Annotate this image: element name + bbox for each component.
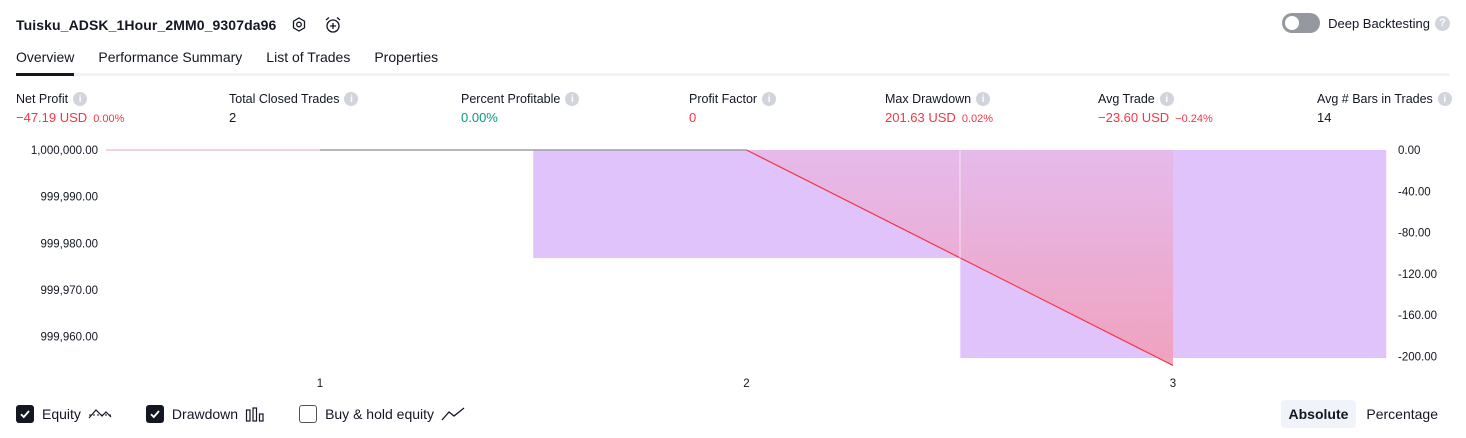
- metric-net-profit: Net Profit i −47.19 USD 0.00%: [16, 92, 124, 125]
- metric-label: Max Drawdown: [885, 92, 972, 106]
- tab-bar: Overview Performance Summary List of Tra…: [16, 44, 1450, 76]
- metric-profit-factor: Profit Factor i 0: [689, 92, 777, 125]
- info-icon[interactable]: i: [73, 92, 88, 106]
- metric-label: Total Closed Trades: [229, 92, 340, 106]
- metric-value: 201.63 USD: [885, 110, 956, 125]
- metric-value: 2: [229, 110, 237, 125]
- metric-label: Avg Trade: [1098, 92, 1155, 106]
- value-mode-switch: Absolute Percentage: [1280, 400, 1447, 428]
- left-axis-tick-label: 999,960.00: [40, 332, 98, 344]
- tab-performance-summary[interactable]: Performance Summary: [98, 49, 243, 65]
- info-icon[interactable]: i: [1437, 92, 1452, 106]
- left-axis-tick-label: 999,990.00: [40, 192, 98, 204]
- legend-drawdown[interactable]: Drawdown: [145, 405, 265, 423]
- tab-list-of-trades[interactable]: List of Trades: [266, 49, 351, 65]
- checkbox-checked-icon[interactable]: [16, 405, 34, 423]
- strategy-title: Tuisku_ADSK_1Hour_2MM0_9307da96: [16, 17, 277, 33]
- right-axis-tick-label: -160.00: [1398, 310, 1437, 322]
- legend-label: Buy & hold equity: [325, 406, 435, 422]
- equity-line-icon: [88, 406, 112, 422]
- metric-percent: −0.24%: [1175, 113, 1213, 125]
- right-axis-tick-label: -80.00: [1398, 228, 1431, 240]
- x-axis: 1 2 3: [317, 378, 1176, 390]
- legend-label: Drawdown: [171, 406, 239, 422]
- deep-backtesting-toggle[interactable]: [1282, 13, 1321, 33]
- info-icon[interactable]: i: [976, 92, 991, 106]
- x-axis-tick-label: 3: [1170, 378, 1176, 390]
- checkbox-unchecked-icon[interactable]: [299, 405, 318, 423]
- metric-percent: 0.00%: [93, 113, 125, 125]
- equity-series: [106, 149, 1174, 366]
- mode-absolute-button[interactable]: Absolute: [1280, 400, 1357, 428]
- metric-value: 14: [1317, 110, 1332, 125]
- metric-percent: 0.02%: [961, 113, 994, 125]
- gear-icon[interactable]: [288, 14, 310, 36]
- metric-label: Profit Factor: [689, 92, 758, 106]
- buy-hold-line-icon: [441, 406, 465, 422]
- tab-overview[interactable]: Overview: [16, 44, 75, 76]
- mode-percentage-button[interactable]: Percentage: [1366, 406, 1438, 422]
- x-axis-tick-label: 1: [317, 378, 323, 390]
- chart-legend: Equity Drawdown Buy & hold equity: [16, 402, 499, 426]
- info-icon[interactable]: i: [1159, 92, 1174, 106]
- metric-value: 0: [689, 110, 697, 125]
- right-axis-tick-label: -120.00: [1398, 269, 1437, 281]
- legend-label: Equity: [42, 406, 81, 422]
- left-axis: 1,000,000.00 999,990.00 999,980.00 999,970.…: [31, 145, 98, 344]
- metric-label: Percent Profitable: [461, 92, 561, 106]
- metric-max-drawdown: Max Drawdown i 201.63 USD 0.02%: [885, 92, 993, 125]
- right-axis: 0.00 -40.00 -80.00 -120.00 -160.00 -200.00: [1398, 145, 1437, 363]
- x-axis-tick-label: 2: [743, 378, 749, 390]
- info-icon[interactable]: i: [344, 92, 359, 106]
- metric-percent-profitable: Percent Profitable i 0.00%: [461, 92, 580, 125]
- alarm-clock-plus-icon[interactable]: [322, 14, 344, 36]
- deep-backtesting: Deep Backtesting ?: [1282, 13, 1450, 33]
- metric-value: 0.00%: [461, 110, 498, 125]
- metric-value: −23.60 USD: [1098, 110, 1170, 125]
- info-icon[interactable]: i: [565, 92, 580, 106]
- question-icon[interactable]: ?: [1435, 15, 1450, 31]
- strategy-header: Tuisku_ADSK_1Hour_2MM0_9307da96: [16, 12, 344, 38]
- deep-backtesting-label: Deep Backtesting: [1328, 15, 1430, 31]
- metric-total-closed-trades: Total Closed Trades i 2: [229, 92, 359, 125]
- legend-buy-hold-equity[interactable]: Buy & hold equity: [299, 405, 465, 423]
- metric-label: Net Profit: [16, 92, 69, 106]
- checkbox-checked-icon[interactable]: [145, 405, 164, 423]
- right-axis-tick-label: -200.00: [1398, 351, 1437, 363]
- metric-value: −47.19 USD: [16, 110, 88, 125]
- equity-drawdown-chart[interactable]: 1,000,000.00 999,990.00 999,980.00 999,970.…: [0, 140, 1466, 396]
- metric-avg-trade: Avg Trade i −23.60 USD −0.24%: [1098, 92, 1213, 125]
- right-axis-tick-label: 0.00: [1398, 145, 1420, 157]
- metrics-row: Net Profit i −47.19 USD 0.00% Total Closed…: [0, 92, 1466, 132]
- legend-equity[interactable]: Equity: [16, 405, 112, 423]
- metric-label: Avg # Bars in Trades: [1317, 92, 1433, 106]
- left-axis-tick-label: 999,970.00: [40, 285, 98, 297]
- left-axis-tick-label: 999,980.00: [40, 238, 98, 250]
- drawdown-bars-icon: [245, 406, 265, 422]
- info-icon[interactable]: i: [762, 92, 777, 106]
- left-axis-tick-label: 1,000,000.00: [31, 145, 98, 157]
- tab-properties[interactable]: Properties: [374, 49, 439, 65]
- right-axis-tick-label: -40.00: [1398, 186, 1431, 198]
- metric-avg-bars-in-trades: Avg # Bars in Trades i 14: [1317, 92, 1452, 125]
- toggle-knob: [1285, 16, 1300, 30]
